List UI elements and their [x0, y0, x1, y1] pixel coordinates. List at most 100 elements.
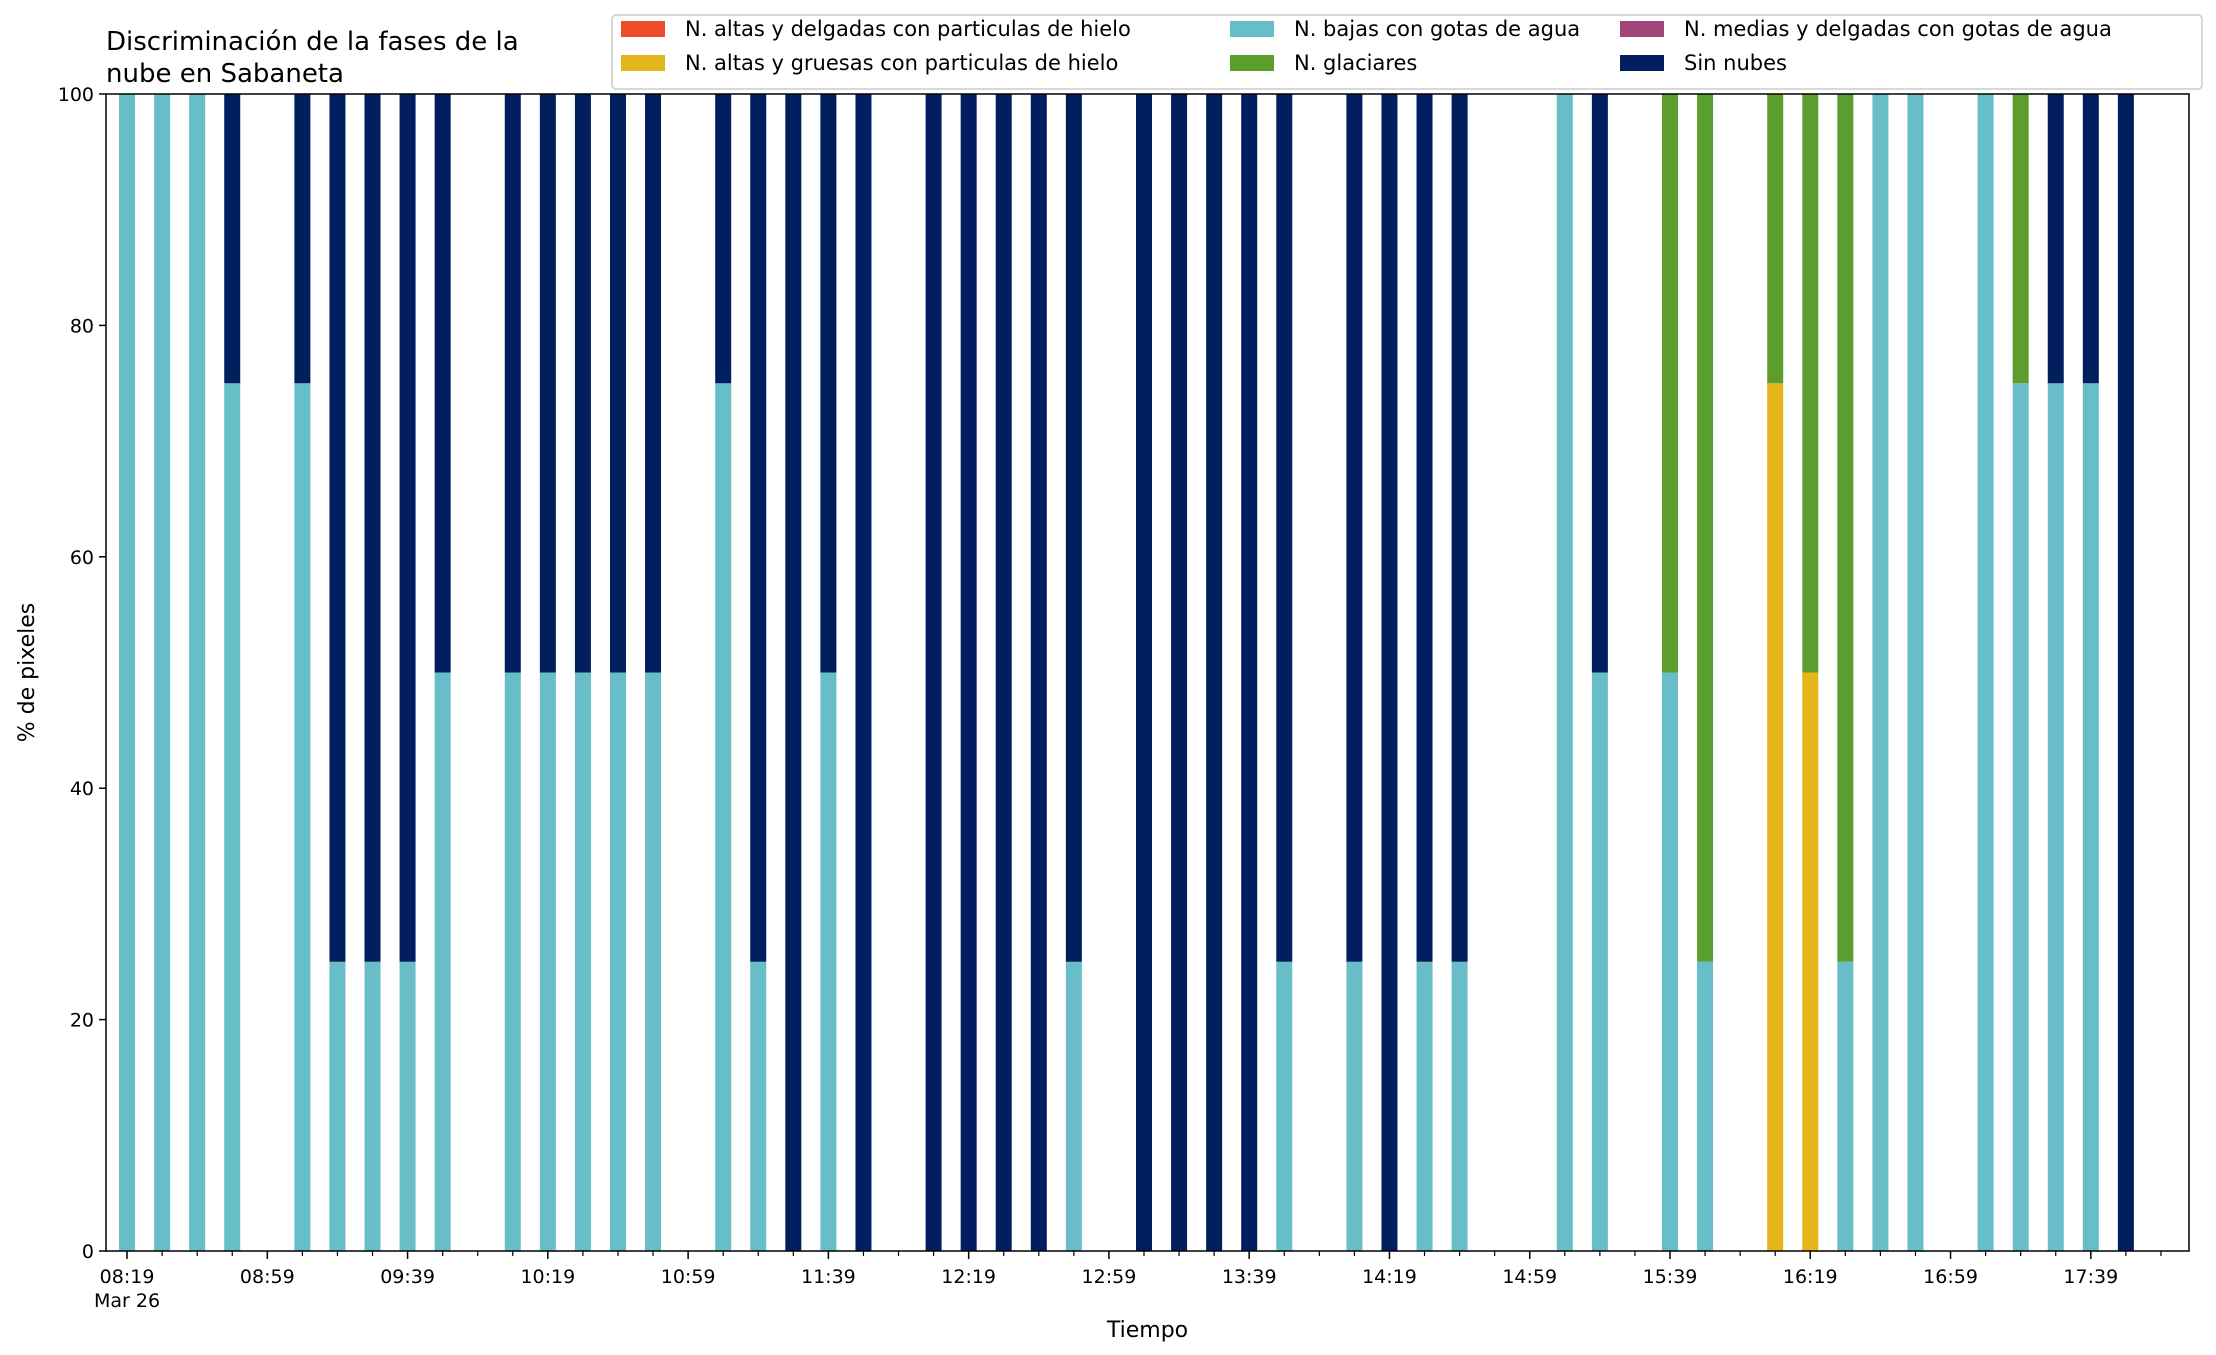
bar-segment — [645, 672, 662, 1251]
legend-swatch — [1230, 55, 1274, 71]
bar-segment — [1241, 94, 1258, 1251]
y-tick-label: 20 — [70, 1010, 94, 1032]
bar-segment — [1381, 94, 1398, 1251]
bar-segment — [364, 94, 381, 962]
bar-segment — [154, 94, 171, 1251]
bar-segment — [820, 672, 837, 1251]
bar-segment — [1346, 94, 1363, 962]
legend-item[interactable]: Sin nubes — [1620, 51, 1787, 75]
bar-segment — [1837, 961, 1854, 1251]
bar-segment — [2012, 94, 2029, 384]
bar-segment — [1135, 94, 1152, 1251]
x-tick-label: 08:19 — [100, 1266, 155, 1288]
bar-segment — [119, 94, 136, 1251]
bar-segment — [1276, 961, 1293, 1251]
axes: 0 20 40 60 80 100 08:19 08:59 09:39 10:19 10:59 11:… — [58, 84, 2190, 1312]
x-tick-label: 17:39 — [2063, 1266, 2118, 1288]
x-tick-label: 10:19 — [520, 1266, 575, 1288]
bar-segment — [1416, 961, 1433, 1251]
bar-segment — [434, 94, 451, 673]
legend-item[interactable]: N. bajas con gotas de agua — [1230, 17, 1580, 41]
bar-segment — [1662, 672, 1678, 1251]
bar-segment — [2047, 94, 2064, 384]
bar-segment — [609, 672, 626, 1251]
bar-segment — [1556, 94, 1573, 1251]
chart-title-line: Discriminación de la fases de la — [106, 27, 519, 57]
bar-segment — [399, 961, 416, 1251]
legend-swatch — [621, 21, 665, 37]
bar-segment — [1591, 672, 1608, 1251]
bar-segment — [504, 94, 521, 673]
bar-segment — [574, 672, 591, 1251]
x-date-label: Mar 26 — [94, 1290, 160, 1312]
bar-segment — [1591, 94, 1608, 673]
bar-segment — [1416, 94, 1433, 962]
bar-segment — [1837, 94, 1854, 962]
bar-segment — [1872, 94, 1889, 1251]
legend-swatch — [1230, 21, 1274, 37]
bar-segment — [224, 383, 241, 1251]
bar-segment — [1662, 94, 1678, 673]
bar-segment — [1276, 94, 1293, 962]
bar-segment — [2012, 383, 2029, 1251]
bar-segment — [609, 94, 626, 673]
bars — [119, 94, 2134, 1251]
y-tick-label: 100 — [58, 84, 94, 106]
bar-segment — [2082, 94, 2099, 384]
x-tick-label: 11:39 — [801, 1266, 856, 1288]
bar-segment — [995, 94, 1012, 1251]
legend-label: N. altas y delgadas con particulas de hi… — [685, 17, 1131, 41]
bar-segment — [2082, 383, 2099, 1251]
x-tick-label: 16:59 — [1923, 1266, 1978, 1288]
x-tick-label: 15:39 — [1643, 1266, 1698, 1288]
legend-label: Sin nubes — [1684, 51, 1787, 75]
legend-item[interactable]: N. medias y delgadas con gotas de agua — [1620, 17, 2112, 41]
bar-segment — [189, 94, 206, 1251]
bar-segment — [960, 94, 977, 1251]
bar-segment — [1171, 94, 1188, 1251]
y-axis-label: % de pixeles — [15, 603, 40, 742]
legend[interactable]: N. altas y delgadas con particulas de hi… — [611, 14, 2203, 90]
chart-title-line: nube en Sabaneta — [106, 59, 344, 89]
legend-label: N. altas y gruesas con particulas de hie… — [685, 51, 1118, 75]
x-tick-label: 08:59 — [240, 1266, 295, 1288]
bar-segment — [855, 94, 872, 1251]
bar-segment — [715, 94, 732, 384]
bar-segment — [1802, 672, 1819, 1251]
bar-segment — [399, 94, 416, 962]
x-axis-label: Tiempo — [1106, 1318, 1188, 1343]
x-tick-label: 14:59 — [1502, 1266, 1557, 1288]
bar-segment — [1030, 94, 1047, 1251]
bar-segment — [504, 672, 521, 1251]
y-tick-label: 40 — [70, 778, 94, 800]
x-tick-label: 12:59 — [1082, 1266, 1137, 1288]
legend-item[interactable]: N. altas y gruesas con particulas de hie… — [621, 51, 1118, 75]
plot-frame — [105, 93, 2190, 1252]
legend-label: N. glaciares — [1294, 51, 1417, 75]
bar-segment — [539, 94, 556, 673]
bar-segment — [820, 94, 837, 673]
bar-segment — [750, 94, 767, 962]
bar-segment — [1451, 961, 1468, 1251]
bar-segment — [785, 94, 802, 1251]
bar-segment — [434, 672, 451, 1251]
x-tick-label: 09:39 — [380, 1266, 435, 1288]
bar-segment — [1065, 961, 1082, 1251]
bar-segment — [574, 94, 591, 673]
bar-segment — [329, 961, 346, 1251]
bar-segment — [1802, 94, 1819, 673]
bar-segment — [1451, 94, 1468, 962]
bar-segment — [364, 961, 381, 1251]
bar-segment — [1206, 94, 1223, 1251]
bar-segment — [925, 94, 942, 1251]
legend-item[interactable]: N. altas y delgadas con particulas de hi… — [621, 17, 1131, 41]
legend-swatch — [1620, 21, 1664, 37]
legend-item[interactable]: N. glaciares — [1230, 51, 1417, 75]
bar-segment — [1065, 94, 1082, 962]
bar-segment — [2117, 94, 2134, 1251]
x-tick-label: 13:39 — [1222, 1266, 1277, 1288]
bar-segment — [1977, 94, 1994, 1251]
legend-swatch — [621, 55, 665, 71]
